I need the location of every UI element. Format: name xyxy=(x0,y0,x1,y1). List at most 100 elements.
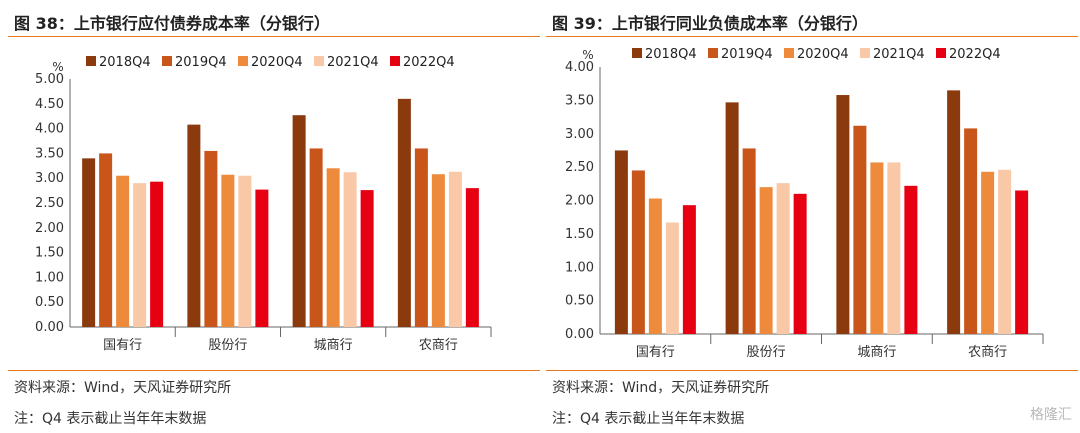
x-category-label: 农商行 xyxy=(968,345,1007,360)
bar-2020q4 xyxy=(870,162,884,334)
bar-2019q4 xyxy=(964,128,978,334)
x-category-label: 国有行 xyxy=(103,338,142,353)
bar-2019q4 xyxy=(853,125,867,335)
y-tick-label: 2.50 xyxy=(35,196,64,211)
y-tick-label: 3.00 xyxy=(35,171,64,186)
bar-2021q4 xyxy=(776,183,790,334)
bar-2022q4 xyxy=(255,189,269,327)
y-tick-label: 1.50 xyxy=(565,227,594,242)
y-tick-label: 3.50 xyxy=(565,93,594,108)
bar-2021q4 xyxy=(238,175,252,327)
bar-2022q4 xyxy=(150,181,164,327)
y-tick-label: 2.50 xyxy=(565,160,594,175)
legend-label: 2018Q4 xyxy=(645,47,697,62)
y-tick-label: 0.00 xyxy=(35,320,64,335)
y-tick-label: 4.00 xyxy=(565,60,594,75)
bar-2021q4 xyxy=(343,172,357,327)
y-tick-label: 1.00 xyxy=(35,270,64,285)
bar-2018q4 xyxy=(292,115,306,327)
bar-2018q4 xyxy=(836,95,850,334)
y-tick-label: 1.50 xyxy=(35,246,64,261)
bar-2018q4 xyxy=(725,102,739,334)
bar-2020q4 xyxy=(431,174,445,327)
watermark-logo: 格隆汇 xyxy=(1030,407,1072,423)
legend-label: 2021Q4 xyxy=(873,47,925,62)
bar-chart-bond-cost: % 0.00 0.50 1.00 1.50 2.00 2.50 3.00 3.50 4.00 4.5… xyxy=(35,55,492,353)
legend-swatch xyxy=(936,48,946,58)
note-text: 注：Q4 表示截止当年年末数据 xyxy=(552,411,745,427)
chart-title: 图 38：上市银行应付债券成本率（分银行） xyxy=(14,14,330,33)
x-category-label: 城商行 xyxy=(857,345,896,360)
source-text: 资料来源：Wind，天风证券研究所 xyxy=(552,380,770,396)
bar-2022q4 xyxy=(682,205,696,334)
bar-2020q4 xyxy=(759,187,773,334)
bar-2021q4 xyxy=(887,162,901,334)
bar-2021q4 xyxy=(448,171,462,327)
legend-label: 2021Q4 xyxy=(327,55,379,70)
x-category-label: 农商行 xyxy=(419,338,458,353)
bar-2022q4 xyxy=(1015,190,1029,334)
legend-swatch xyxy=(860,48,870,58)
y-tick-label: 4.00 xyxy=(35,122,64,137)
bar-2020q4 xyxy=(648,198,662,334)
legend-label: 2019Q4 xyxy=(175,55,227,70)
y-tick-label: 0.00 xyxy=(565,327,594,342)
legend-swatch xyxy=(708,48,718,58)
chart-title: 图 39：上市银行同业负债成本率（分银行） xyxy=(552,14,868,33)
x-category-label: 国有行 xyxy=(636,345,675,360)
legend-swatch xyxy=(314,56,324,66)
x-category-label: 股份行 xyxy=(747,345,786,360)
bar-2022q4 xyxy=(904,185,918,334)
bar-2020q4 xyxy=(221,174,235,327)
bar-2018q4 xyxy=(947,90,961,334)
bar-2019q4 xyxy=(204,150,218,327)
y-axis-unit: % xyxy=(582,48,593,62)
bar-chart-interbank-cost: % 0.00 0.50 1.00 1.50 2.00 2.50 3.00 3.50 4.00 国有行… xyxy=(565,47,1044,360)
bar-2022q4 xyxy=(465,188,479,327)
note-text: 注：Q4 表示截止当年年末数据 xyxy=(14,411,207,427)
bar-2018q4 xyxy=(614,150,628,334)
footer-divider xyxy=(8,370,540,371)
legend-label: 2020Q4 xyxy=(797,47,849,62)
legend-swatch xyxy=(784,48,794,58)
bar-2021q4 xyxy=(998,169,1012,334)
source-text: 资料来源：Wind，天风证券研究所 xyxy=(14,380,232,396)
bar-2021q4 xyxy=(133,183,147,327)
bar-2020q4 xyxy=(116,175,130,327)
bar-2019q4 xyxy=(631,170,645,334)
bar-2019q4 xyxy=(414,148,428,327)
legend-label: 2020Q4 xyxy=(251,55,303,70)
bar-2018q4 xyxy=(397,98,411,327)
y-tick-label: 1.00 xyxy=(565,260,594,275)
bar-2020q4 xyxy=(981,171,995,334)
chart-panel-interbank-cost: 图 39：上市银行同业负债成本率（分银行） % 0.00 0.50 1.00 1.50 2… xyxy=(546,0,1078,433)
y-tick-label: 5.00 xyxy=(35,72,64,87)
footer-divider xyxy=(546,370,1078,371)
y-axis-unit: % xyxy=(52,60,63,74)
y-tick-label: 0.50 xyxy=(565,294,594,309)
y-tick-label: 3.50 xyxy=(35,146,64,161)
y-tick-label: 0.50 xyxy=(35,295,64,310)
bar-2018q4 xyxy=(187,124,201,328)
legend-label: 2022Q4 xyxy=(949,47,1001,62)
title-divider xyxy=(546,36,1078,37)
bar-2019q4 xyxy=(309,148,323,327)
title-divider xyxy=(8,36,540,37)
legend-swatch xyxy=(162,56,172,66)
x-category-label: 股份行 xyxy=(208,338,247,353)
y-tick-label: 2.00 xyxy=(565,194,594,209)
chart-panel-bond-cost: 图 38：上市银行应付债券成本率（分银行） % 0.00 0.50 1.00 1.50 2… xyxy=(8,0,540,433)
bar-2022q4 xyxy=(793,193,807,334)
legend-swatch xyxy=(86,56,96,66)
bar-2019q4 xyxy=(742,148,756,334)
x-category-label: 城商行 xyxy=(314,338,353,353)
bar-2020q4 xyxy=(326,168,340,327)
legend-label: 2019Q4 xyxy=(721,47,773,62)
bar-2022q4 xyxy=(360,190,374,327)
legend-label: 2022Q4 xyxy=(403,55,455,70)
legend-swatch xyxy=(390,56,400,66)
y-tick-label: 4.50 xyxy=(35,97,64,112)
bar-2021q4 xyxy=(665,222,679,334)
bar-2018q4 xyxy=(82,158,96,327)
legend-swatch xyxy=(238,56,248,66)
